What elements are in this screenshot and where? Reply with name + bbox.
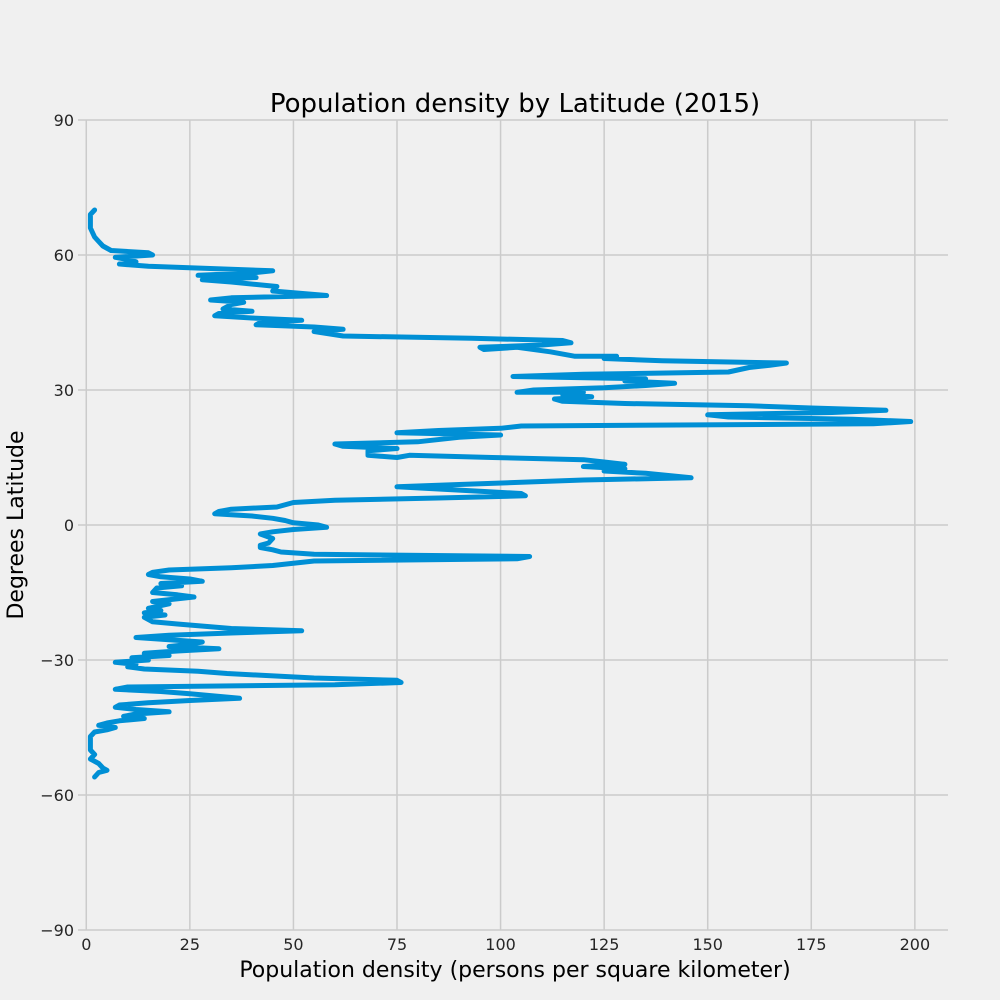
x-tick-label: 0: [81, 935, 91, 954]
x-tick-label: 75: [387, 935, 407, 954]
series-line: [87, 207, 914, 780]
y-tick-label: −30: [40, 651, 74, 670]
chart-title: Population density by Latitude (2015): [270, 89, 760, 119]
x-tick-label: 200: [900, 935, 931, 954]
x-tick-label: 25: [180, 935, 200, 954]
x-tick-label: 175: [796, 935, 827, 954]
y-tick-label: −60: [40, 786, 74, 805]
y-tick-label: 0: [64, 516, 74, 535]
tick-labels: 0 25 50 75 100 125 150 175 200 −90 −60 −30 0 30 60 90: [40, 111, 930, 954]
y-tick-label: 60: [54, 246, 74, 265]
x-tick-label: 100: [485, 935, 516, 954]
plot-area: [87, 207, 914, 780]
x-tick-label: 125: [589, 935, 620, 954]
x-axis-label: Population density (persons per square k…: [239, 958, 790, 983]
x-tick-label: 150: [692, 935, 723, 954]
y-tick-label: 90: [54, 111, 74, 130]
grid-lines: [78, 119, 948, 931]
x-tick-label: 50: [283, 935, 303, 954]
y-axis-label: Degrees Latitude: [4, 430, 29, 619]
y-tick-label: −90: [40, 921, 74, 940]
y-tick-label: 30: [54, 381, 74, 400]
